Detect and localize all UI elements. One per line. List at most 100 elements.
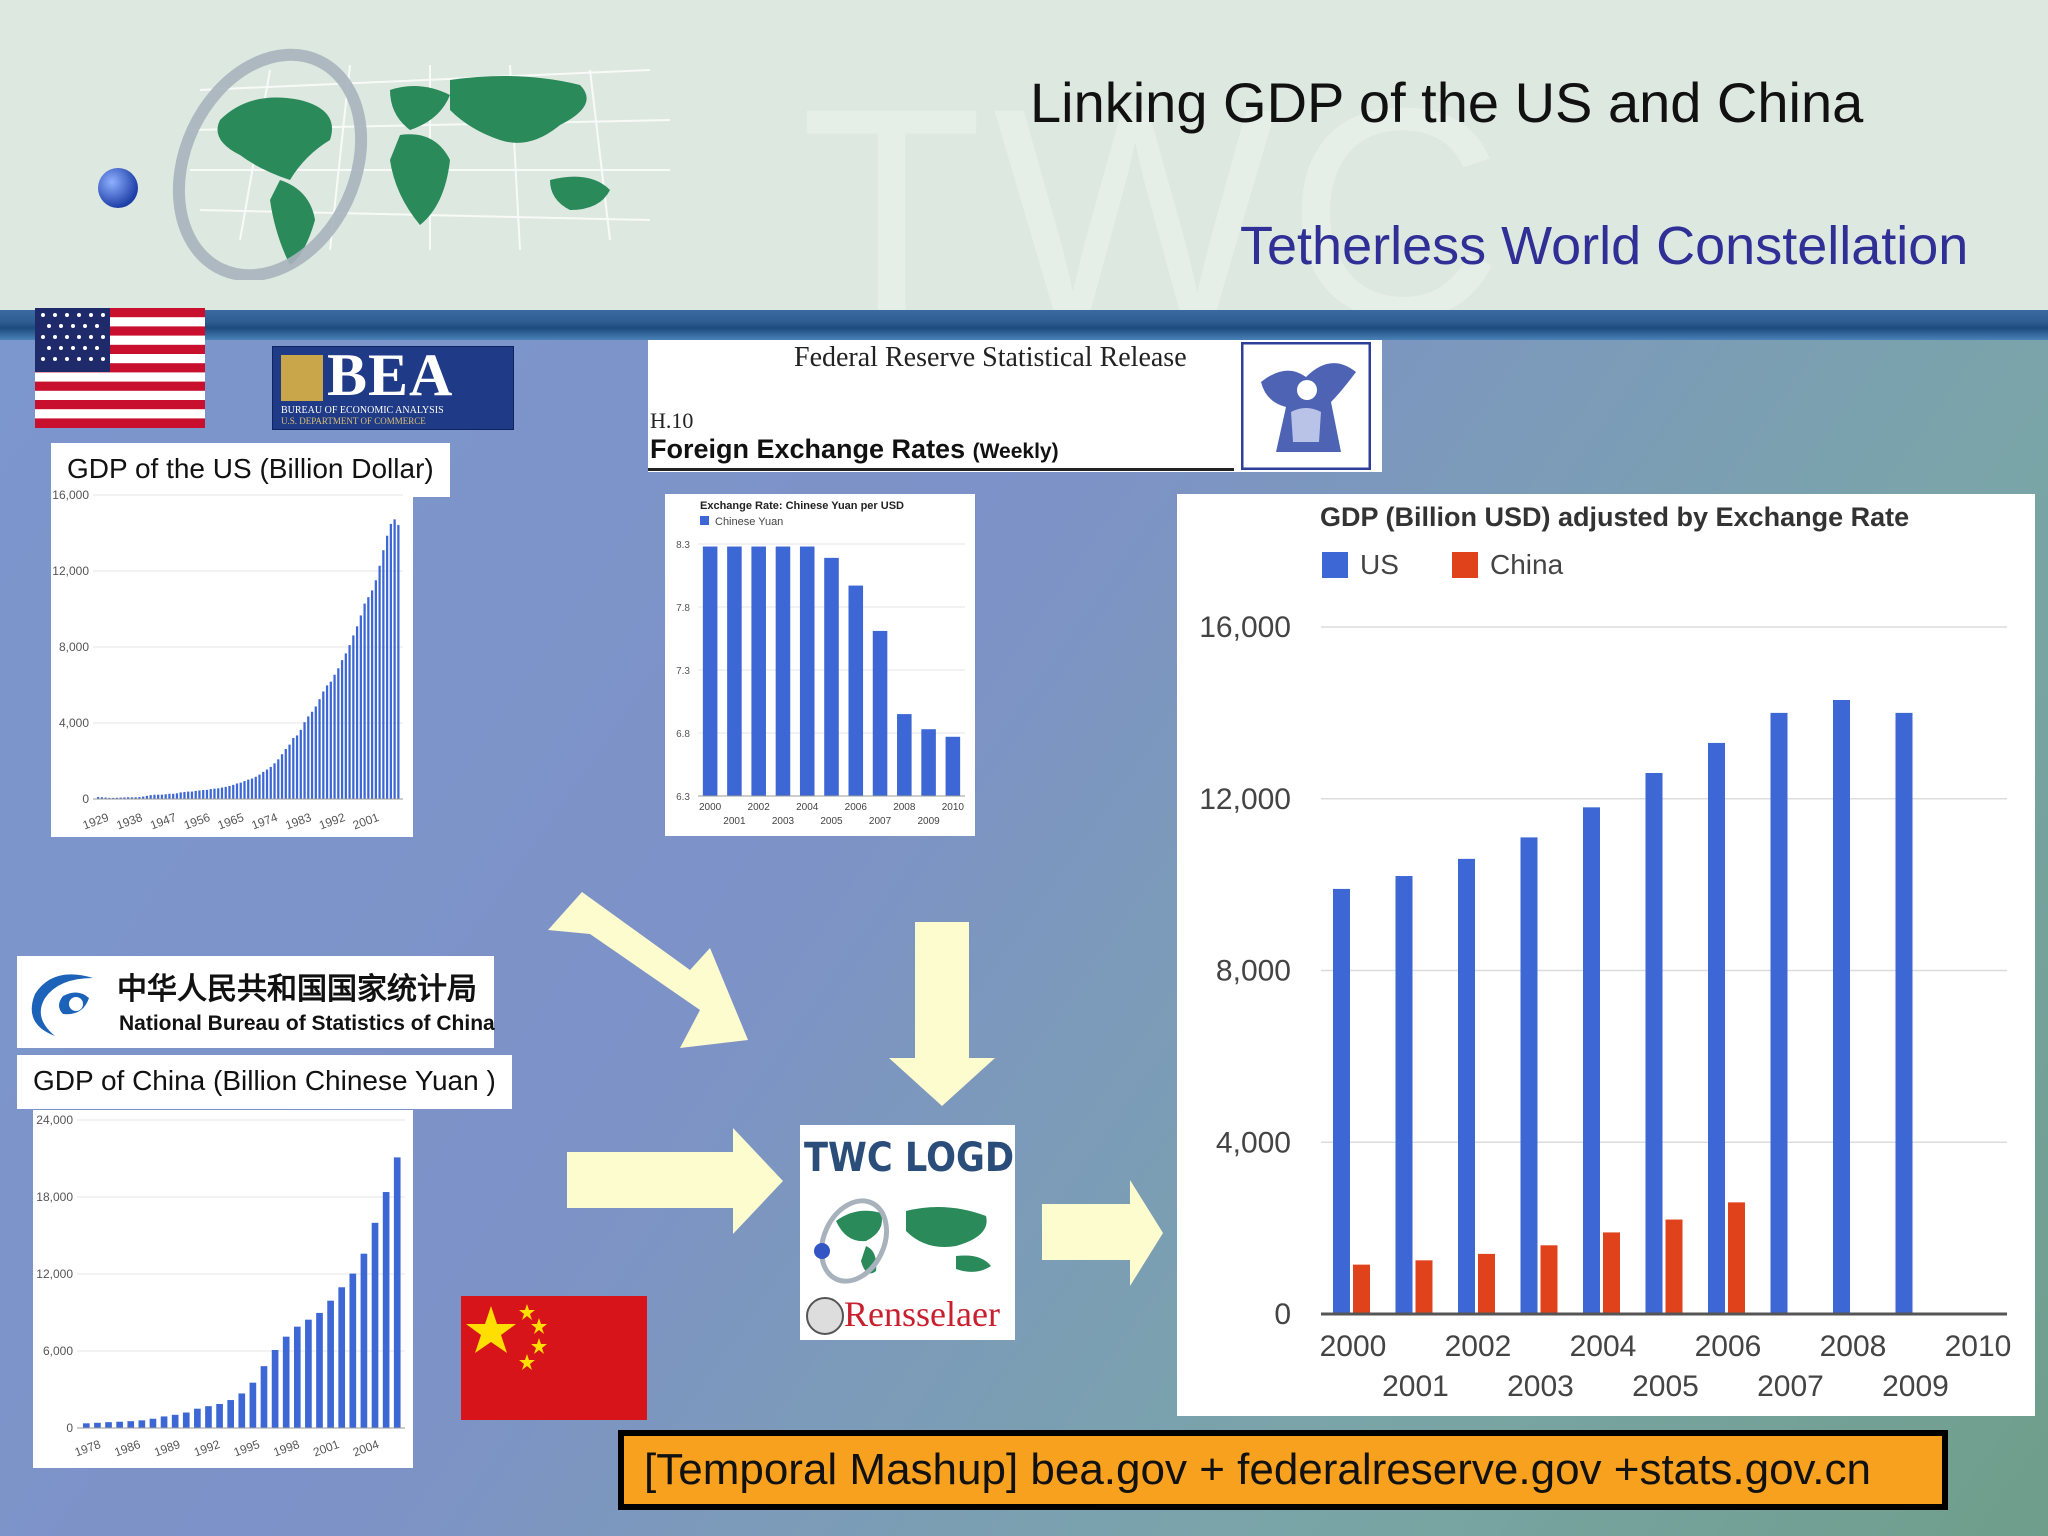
bea-logo-department: U.S. DEPARTMENT OF COMMERCE xyxy=(281,416,426,426)
us-bar xyxy=(217,788,220,799)
us-bar xyxy=(363,603,366,799)
fx-x-tick-label: 2001 xyxy=(723,816,746,827)
us-bar xyxy=(153,794,156,799)
cn-bar xyxy=(371,1222,379,1428)
main-bar-us xyxy=(1333,888,1350,1314)
bea-logo: BEA BUREAU OF ECONOMIC ANALYSIS U.S. DEP… xyxy=(272,346,514,430)
cn-bar xyxy=(393,1157,401,1428)
us-bar xyxy=(112,797,115,799)
main-bar-china xyxy=(1665,1219,1683,1314)
cn-bar xyxy=(282,1336,290,1428)
main-legend-swatch xyxy=(1322,552,1348,578)
us-x-tick-label: 1938 xyxy=(114,810,144,832)
us-bar xyxy=(183,792,186,799)
us-bar xyxy=(108,797,111,799)
china-gdp-label: GDP of China (Billion Chinese Yuan ) xyxy=(17,1055,512,1109)
cn-bar xyxy=(249,1382,257,1428)
china-gdp-chart: 0 6,000 12,000 18,000 24,000 1978 1986 1989 1992… xyxy=(36,1113,405,1459)
us-bar xyxy=(142,796,145,799)
main-y-tick-label: 4,000 xyxy=(1216,1126,1291,1159)
us-bar xyxy=(97,797,100,799)
cn-bar xyxy=(338,1287,346,1428)
cn-bar xyxy=(382,1192,390,1428)
fed-release-code: H.10 xyxy=(650,408,694,433)
us-bar xyxy=(205,789,209,799)
cn-x-tick-label: 1995 xyxy=(232,1437,262,1459)
us-bar xyxy=(385,535,389,799)
main-legend-label: China xyxy=(1490,549,1564,580)
main-y-tick-label: 16,000 xyxy=(1199,611,1291,644)
main-bar-us xyxy=(1833,699,1850,1314)
main-x-tick-label: 2003 xyxy=(1507,1370,1574,1403)
cn-bar xyxy=(327,1300,334,1428)
main-bar-china xyxy=(1415,1260,1433,1314)
main-bar-us xyxy=(1645,772,1663,1314)
us-bar xyxy=(104,797,107,799)
page-subtitle: Tetherless World Constellation xyxy=(1240,216,1969,276)
us-bar xyxy=(299,729,302,799)
us-bar xyxy=(310,711,314,799)
world-map-logo-icon xyxy=(98,48,671,280)
fx-bar xyxy=(751,546,766,796)
mashup-footer: [Temporal Mashup] bea.gov + federalreser… xyxy=(618,1430,1948,1510)
main-x-tick-label: 2001 xyxy=(1382,1370,1449,1403)
main-x-tick-label: 2010 xyxy=(1945,1330,2012,1363)
gdp-usd-chart: GDP (Billion USD) adjusted by Exchange R… xyxy=(1199,502,2012,1403)
cn-bar xyxy=(238,1393,246,1428)
cn-y-tick-label: 12,000 xyxy=(36,1267,73,1281)
us-bar xyxy=(333,674,336,799)
us-bar xyxy=(344,653,347,799)
cn-bar xyxy=(149,1418,157,1428)
us-x-tick-label: 1965 xyxy=(216,810,246,832)
us-bar xyxy=(179,792,182,799)
us-bar xyxy=(397,525,400,799)
us-bar xyxy=(187,791,190,799)
us-bar xyxy=(228,785,231,799)
us-bar xyxy=(149,795,152,799)
cn-bar xyxy=(293,1326,301,1428)
header-band xyxy=(0,310,2048,340)
fx-bar xyxy=(897,714,912,796)
cn-bar xyxy=(349,1273,357,1428)
us-bar xyxy=(340,660,344,799)
us-bar xyxy=(382,550,385,799)
us-x-tick-label: 1992 xyxy=(317,810,347,832)
nbs-swirl-icon xyxy=(31,974,93,1036)
fx-bar xyxy=(945,736,961,796)
us-x-tick-label: 1929 xyxy=(81,810,111,832)
main-x-tick-label: 2009 xyxy=(1882,1370,1949,1403)
cn-bar xyxy=(260,1366,268,1428)
main-bar-us xyxy=(1395,876,1413,1314)
bea-chart-icon xyxy=(281,355,323,401)
fx-bar xyxy=(727,546,742,796)
main-bar-china xyxy=(1540,1245,1558,1314)
fx-bar xyxy=(799,546,815,796)
arrow-right-icon xyxy=(567,1128,783,1234)
nbs-logo: 中华人民共和国国家统计局 National Bureau of Statisti… xyxy=(17,956,495,1048)
main-x-tick-label: 2006 xyxy=(1695,1330,1762,1363)
us-bar xyxy=(168,793,171,799)
us-bar xyxy=(337,668,340,799)
us-bar xyxy=(164,794,167,799)
us-gdp-chart-panel: 0 4,000 8,000 12,000 16,000 1929 1938 1947 1956 1… xyxy=(51,487,413,837)
cn-bar xyxy=(171,1414,179,1428)
us-y-tick-label: 4,000 xyxy=(59,716,89,730)
us-x-tick-label: 1956 xyxy=(182,810,212,832)
fx-legend-swatch xyxy=(700,516,709,525)
fed-release-heading-text: Foreign Exchange Rates xyxy=(650,434,966,464)
us-bar xyxy=(172,793,175,799)
us-x-tick-label: 1983 xyxy=(283,810,313,832)
us-bar xyxy=(194,790,197,799)
us-bar xyxy=(134,797,137,799)
cn-y-tick-label: 18,000 xyxy=(36,1190,73,1204)
us-bar xyxy=(329,681,332,799)
cn-bar xyxy=(83,1423,90,1428)
cn-bar xyxy=(227,1400,235,1428)
cn-bar xyxy=(138,1420,146,1428)
us-bar xyxy=(258,774,261,799)
fx-x-tick-label: 2005 xyxy=(820,816,843,827)
fx-bar xyxy=(848,585,864,796)
cn-y-tick-label: 0 xyxy=(66,1421,73,1435)
